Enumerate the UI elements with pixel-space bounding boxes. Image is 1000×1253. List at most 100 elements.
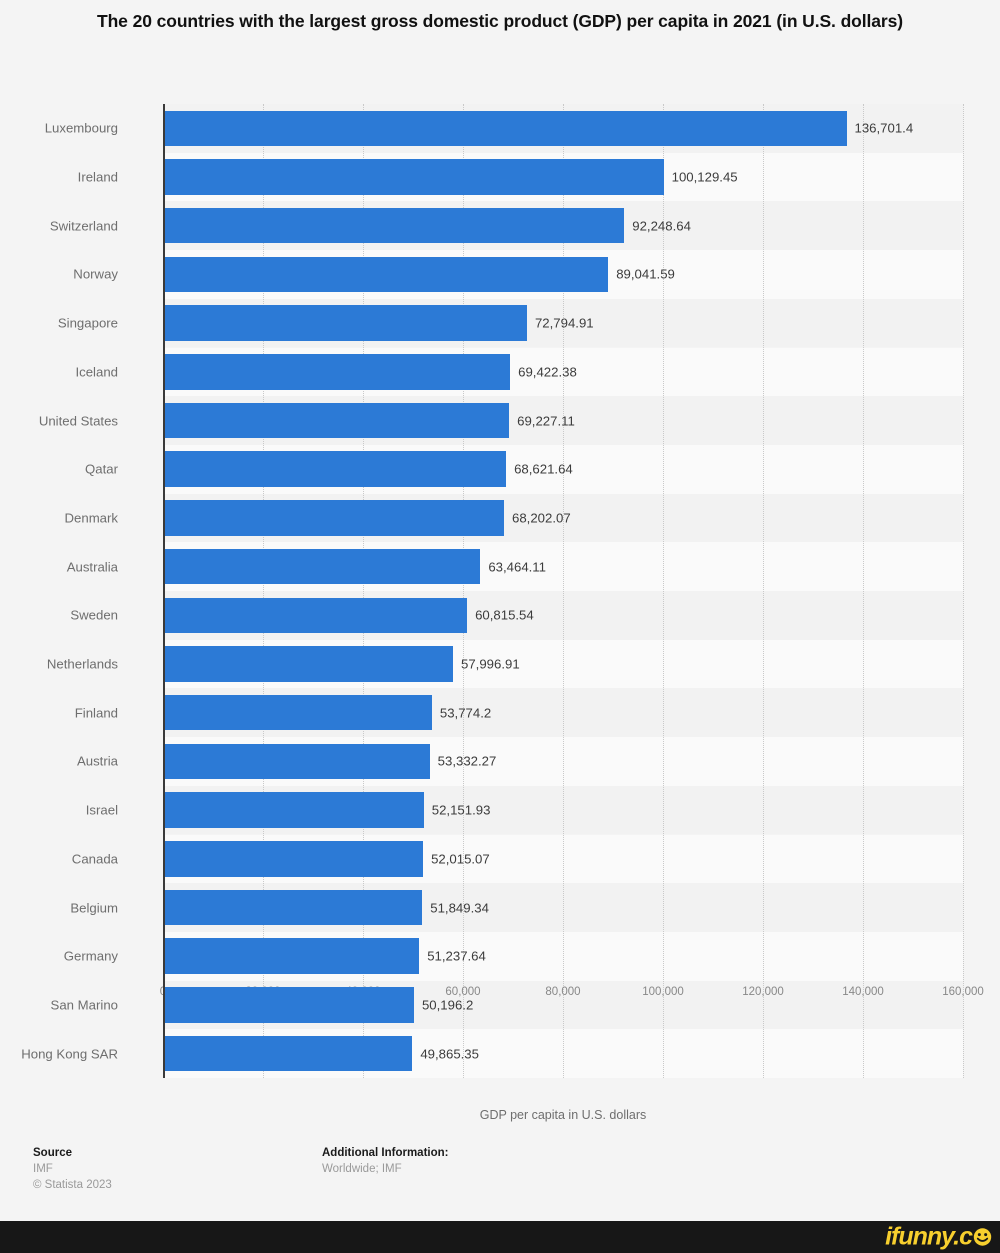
category-label: United States — [38, 413, 118, 429]
bar-row[interactable]: 50,196.2 San Marino — [51, 981, 963, 1030]
additional-info-heading: Additional Information: — [322, 1147, 449, 1159]
category-label: Iceland — [75, 364, 118, 380]
bar-row[interactable]: 89,041.59 Norway — [73, 250, 963, 299]
bar[interactable] — [163, 1035, 413, 1072]
bar-row[interactable]: 53,332.27 Austria — [77, 737, 963, 786]
ifunny-watermark-bar: ifunny.c — [0, 1221, 1000, 1253]
bar-row[interactable]: 52,151.93 Israel — [86, 786, 963, 835]
grid-line — [363, 104, 364, 1078]
ifunny-logo-text: ifunny.c — [885, 1222, 973, 1251]
category-label: Luxembourg — [44, 120, 118, 136]
bar-value-label: 60,815.54 — [475, 607, 534, 623]
bar[interactable] — [163, 889, 423, 926]
bar-row[interactable]: 60,815.54 Sweden — [70, 591, 963, 640]
category-label: Belgium — [70, 900, 118, 916]
grid-line — [663, 104, 664, 1078]
grid-line — [263, 104, 264, 1078]
grid-line — [563, 104, 564, 1078]
bar[interactable] — [163, 159, 664, 195]
bar-row[interactable]: 63,464.11 Australia — [67, 542, 963, 591]
bar-value-label: 51,237.64 — [427, 948, 486, 964]
bar-row[interactable]: 53,774.2 Finland — [75, 688, 963, 737]
source-block: Source IMF © Statista 2023 — [33, 1145, 112, 1193]
bar-row[interactable]: 136,701.4 Luxembourg — [45, 104, 963, 153]
grid-line — [463, 104, 464, 1078]
bar-value-label: 51,849.34 — [430, 900, 489, 916]
category-label: Ireland — [77, 169, 118, 185]
bar-value-label: 92,248.64 — [632, 218, 691, 234]
bar-row[interactable]: 68,621.64 Qatar — [85, 445, 963, 494]
bar[interactable] — [163, 597, 468, 634]
bar-value-label: 49,865.35 — [420, 1046, 479, 1062]
category-label: Norway — [73, 266, 118, 282]
bar[interactable] — [163, 305, 527, 341]
category-label: Germany — [63, 948, 118, 964]
bar-value-label: 53,332.27 — [437, 753, 497, 769]
category-label: Australia — [66, 559, 118, 575]
bar[interactable] — [163, 646, 453, 682]
smiley-face-icon — [973, 1227, 992, 1246]
bar-row[interactable]: 51,237.64 Germany — [64, 932, 963, 981]
bar-value-label: 53,774.2 — [439, 705, 492, 721]
bar[interactable] — [163, 256, 609, 293]
chart-footer: Source IMF © Statista 2023 Additional In… — [0, 1145, 1000, 1215]
category-label: Switzerland — [49, 218, 118, 234]
bar-value-label: 68,202.07 — [512, 510, 571, 526]
bar-row[interactable]: 69,422.38 Iceland — [75, 348, 963, 397]
x-tick-label: 80,000 — [545, 986, 581, 998]
plot-area: 136,701.4 Luxembourg 100,129.45 Ireland 92,2… — [21, 104, 964, 1078]
bar-value-label: 68,621.64 — [514, 461, 573, 477]
bar-value-label: 52,151.93 — [431, 802, 491, 818]
bar[interactable] — [163, 451, 507, 487]
bar-row[interactable]: 57,996.91 Netherlands — [47, 640, 963, 689]
bar[interactable] — [163, 841, 424, 877]
bar[interactable] — [163, 548, 481, 585]
bar-row[interactable]: 51,849.34 Belgium — [70, 883, 963, 932]
bar-value-label: 50,196.2 — [421, 997, 474, 1013]
bar-value-label: 57,996.91 — [460, 656, 520, 672]
bar-row[interactable]: 49,865.35 Hong Kong SAR — [21, 1029, 963, 1078]
bar-value-label: 63,464.11 — [488, 559, 547, 575]
bar[interactable] — [163, 207, 625, 244]
x-tick-label: 100,000 — [642, 986, 684, 998]
bar-value-label: 89,041.59 — [616, 266, 675, 282]
y-axis-line — [163, 104, 165, 1078]
category-label: Sweden — [70, 607, 118, 623]
bar-value-label: 52,015.07 — [431, 851, 490, 867]
category-label: San Marino — [50, 997, 118, 1013]
bar[interactable] — [163, 354, 511, 390]
bar[interactable] — [163, 743, 430, 780]
bar[interactable] — [163, 792, 424, 828]
bar[interactable] — [163, 938, 420, 974]
bar[interactable] — [163, 500, 504, 536]
category-label: Israel — [85, 802, 118, 818]
category-label: Finland — [74, 705, 118, 721]
bar[interactable] — [163, 694, 432, 731]
bar-row[interactable]: 68,202.07 Denmark — [65, 494, 963, 543]
grid-line — [763, 104, 764, 1078]
grid-line — [963, 104, 964, 1078]
bar-row[interactable]: 52,015.07 Canada — [72, 835, 963, 884]
bar-row[interactable]: 69,227.11 United States — [39, 396, 963, 445]
bar-value-label: 69,422.38 — [518, 364, 577, 380]
bar[interactable] — [163, 402, 510, 439]
x-tick-label: 120,000 — [742, 986, 784, 998]
category-label: Hong Kong SAR — [21, 1046, 118, 1062]
bar-row[interactable]: 92,248.64 Switzerland — [50, 201, 963, 250]
x-tick-label: 60,000 — [445, 986, 481, 998]
bar-row[interactable]: 100,129.45 Ireland — [78, 153, 963, 202]
bar[interactable] — [163, 987, 414, 1023]
bar-row[interactable]: 72,794.91 Singapore — [58, 299, 963, 348]
x-axis-title: GDP per capita in U.S. dollars — [479, 1108, 647, 1122]
category-label: Austria — [76, 753, 118, 769]
bar-value-label: 72,794.91 — [534, 315, 594, 331]
chart-title: The 20 countries with the largest gross … — [97, 11, 903, 31]
source-heading: Source — [33, 1147, 72, 1159]
category-label: Canada — [71, 851, 118, 867]
source-name: IMF — [33, 1163, 53, 1175]
bar-value-label: 100,129.45 — [671, 169, 738, 185]
category-label: Netherlands — [46, 656, 118, 672]
bar-value-label: 69,227.11 — [517, 413, 575, 429]
bar[interactable] — [163, 110, 847, 147]
category-label: Denmark — [64, 510, 119, 526]
